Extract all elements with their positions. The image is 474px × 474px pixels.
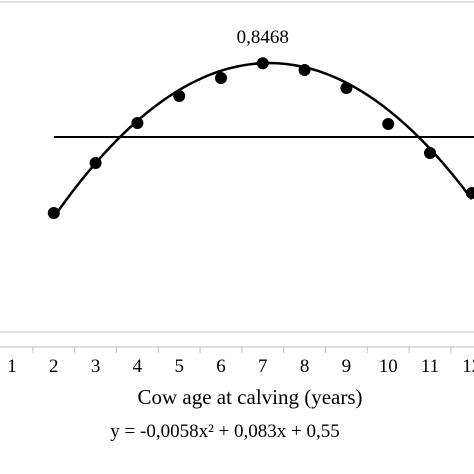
plot-border: [0, 1, 474, 333]
series-line-0: [52, 61, 473, 218]
series-layer: [47, 57, 474, 219]
x-tick-label-6: 6: [216, 356, 226, 377]
data-point: [173, 90, 186, 102]
plot-frame: [0, 1, 474, 333]
x-tick-label-8: 8: [300, 356, 310, 377]
trendline-equation: y = -0,0058x² + 0,083x + 0,55: [110, 421, 339, 442]
data-point: [424, 147, 436, 159]
annotation-layer: 0,8468: [237, 27, 289, 48]
x-axis-label: Cow age at calving (years): [137, 385, 362, 409]
x-tick-label-3: 3: [91, 356, 101, 377]
data-point: [131, 117, 144, 129]
x-axis: 123456789101112: [0, 346, 474, 377]
x-tick-label-1: 1: [7, 356, 17, 377]
x-tick-label-7: 7: [258, 356, 268, 377]
x-tick-label-2: 2: [49, 356, 59, 377]
data-point: [382, 118, 395, 130]
data-point: [47, 207, 60, 219]
data-point: [298, 64, 311, 76]
x-tick-label-5: 5: [174, 356, 184, 377]
data-point: [465, 187, 474, 199]
data-point: [215, 72, 227, 84]
data-point: [340, 82, 353, 94]
data-point: [256, 57, 269, 70]
x-tick-label-12: 12: [462, 356, 474, 377]
data-point: [89, 157, 102, 169]
data-label: 0,8468: [237, 27, 289, 48]
x-tick-label-9: 9: [342, 356, 352, 377]
x-tick-label-10: 10: [379, 356, 398, 377]
x-tick-label-4: 4: [133, 356, 143, 377]
x-tick-label-11: 11: [421, 356, 439, 377]
